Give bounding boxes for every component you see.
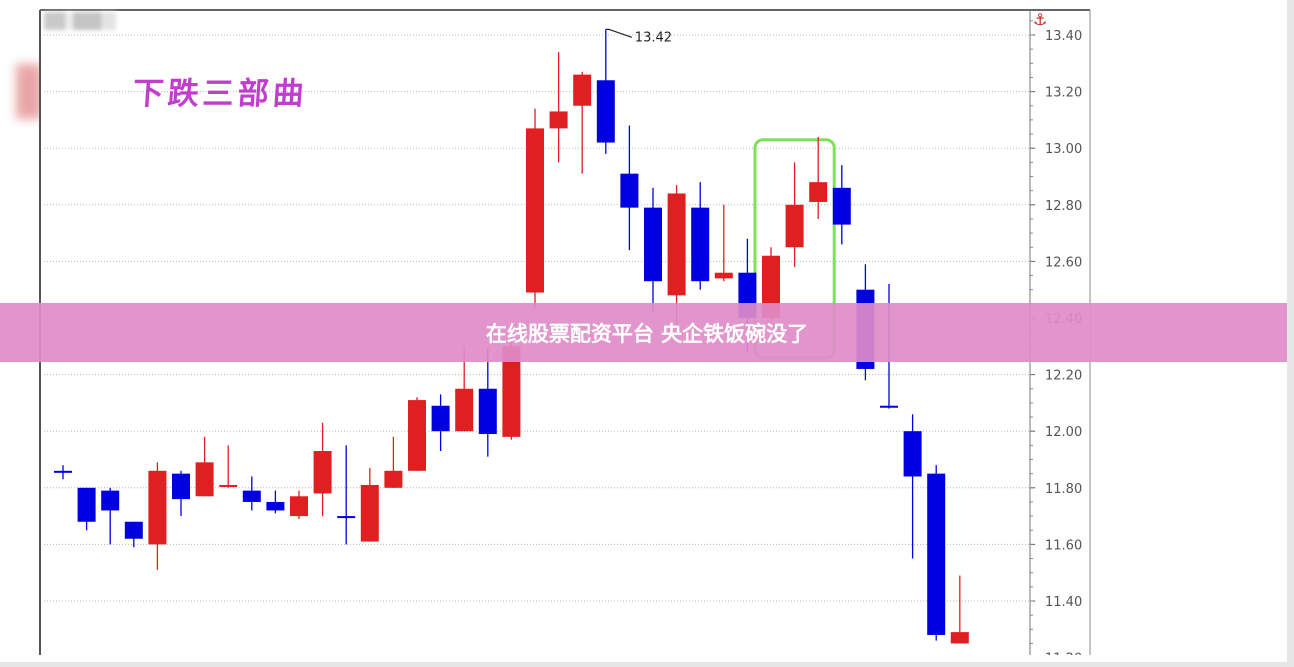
candle [596,29,615,154]
y-tick-label: 12.20 [1045,369,1082,384]
blurred-decoration [16,64,42,119]
candle [832,165,851,245]
blurred-logo [44,12,116,30]
candle-body [644,207,662,282]
candle [54,465,72,480]
candle-body [101,490,120,511]
y-tick-label: 13.40 [1045,29,1082,44]
candle-body [337,516,356,519]
candle-body [596,80,615,143]
candle [691,182,710,290]
candle [431,394,450,452]
candle [242,476,261,511]
candle-body [691,207,710,282]
annotation-label: 13.42 [635,30,672,45]
candle-body [573,74,592,106]
candle [266,490,285,514]
candle-body [762,255,780,318]
scrollbar[interactable] [1287,0,1294,667]
candle-body [219,484,238,487]
candle-body [950,632,969,644]
y-tick-label: 12.80 [1045,199,1082,214]
anchor-icon: ⚓ [1033,10,1047,29]
candle [526,108,544,310]
candle [950,575,969,644]
candle [573,71,592,174]
candle-body [549,111,568,129]
candle [77,487,96,531]
candle [360,467,379,542]
candle [644,187,662,313]
candle-body [667,193,686,296]
candle [478,349,497,457]
candle [219,445,238,488]
candle-body [903,431,922,477]
candle [172,470,190,517]
candle-body [124,521,143,539]
y-tick-label: 13.20 [1045,86,1082,101]
candle [313,422,332,517]
candle [549,51,568,163]
candle [124,521,143,548]
candle [337,445,356,545]
candle-body [714,272,733,279]
y-tick-label: 11.40 [1045,595,1082,610]
candle [927,465,946,641]
candle-body [242,490,261,502]
candle [148,462,167,570]
candle-body [172,473,190,500]
y-tick-label: 11.20 [1045,652,1082,667]
y-tick-label: 11.80 [1045,482,1082,497]
candle-body [809,182,828,202]
annotation-leader [605,28,632,38]
candle-body [620,173,639,208]
candle-body [384,470,403,488]
candle-body [927,473,946,635]
candle [195,436,214,497]
headline-banner[interactable]: 在线股票配资平台 央企铁饭碗没了 [0,303,1294,362]
candle [384,436,403,488]
candle-body [195,462,214,497]
candle-body [431,405,450,432]
candle-body [313,451,332,494]
candle-body [266,501,285,511]
chart-title: 下跌三部曲 [131,76,310,112]
candle [290,490,308,519]
candle-body [880,405,898,408]
candle [785,162,804,268]
candle-body [832,187,851,225]
y-tick-label: 13.00 [1045,142,1082,157]
candle-body [54,470,72,473]
y-tick-label: 11.60 [1045,538,1082,553]
candle [101,487,120,545]
candle-body [526,128,544,293]
candle [809,136,828,219]
candle [408,397,426,471]
candle-body [77,487,96,522]
candle [620,125,639,251]
y-tick-label: 12.00 [1045,425,1082,440]
candle-body [478,388,497,435]
y-tick-label: 12.60 [1045,255,1082,270]
candle-body [408,400,426,471]
candle-body [148,470,167,545]
candle [903,414,922,559]
bottom-divider [0,662,1294,667]
candle-body [360,484,379,542]
candle-body [785,204,804,248]
candle-body [502,346,521,437]
banner-text: 在线股票配资平台 央企铁饭碗没了 [485,321,809,346]
candle [714,204,733,282]
candle-body [290,496,308,517]
candle-body [455,388,474,432]
